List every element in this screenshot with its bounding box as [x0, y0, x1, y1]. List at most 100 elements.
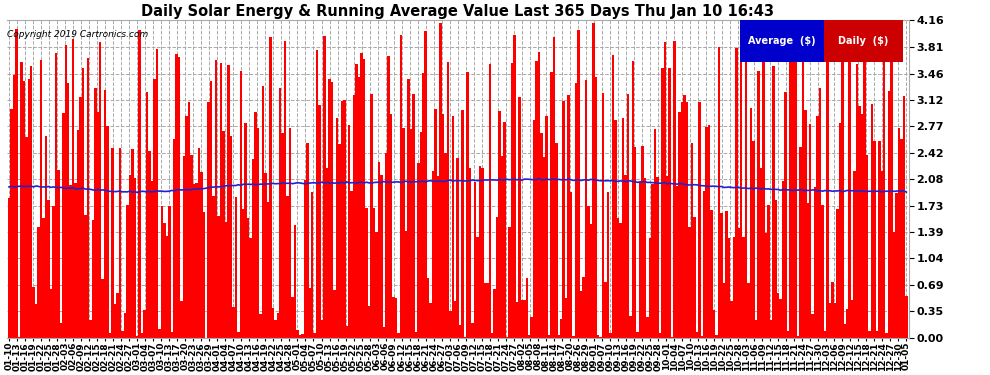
Bar	[587, 206, 590, 338]
Bar	[469, 168, 471, 338]
Bar	[72, 39, 74, 338]
Bar	[289, 128, 291, 338]
Bar	[565, 298, 567, 338]
Bar	[804, 110, 807, 338]
Bar	[600, 337, 602, 338]
Bar	[547, 335, 550, 338]
Bar	[474, 182, 476, 338]
Bar	[797, 336, 799, 338]
Bar	[148, 151, 150, 338]
Bar	[153, 79, 155, 338]
Bar	[614, 120, 617, 338]
Bar	[658, 333, 661, 338]
Bar	[888, 91, 890, 338]
Bar	[646, 317, 648, 338]
Bar	[585, 80, 587, 338]
Bar	[832, 282, 834, 338]
Bar	[624, 175, 627, 338]
Bar	[242, 209, 245, 338]
Bar	[754, 320, 757, 338]
Bar	[508, 226, 511, 338]
Bar	[673, 41, 676, 338]
Bar	[218, 216, 220, 338]
Bar	[430, 303, 432, 338]
Bar	[175, 54, 178, 338]
Bar	[501, 156, 503, 338]
Bar	[572, 336, 575, 338]
Bar	[254, 112, 256, 338]
Bar	[592, 22, 595, 338]
Bar	[178, 57, 180, 338]
Bar	[30, 66, 33, 338]
Bar	[291, 297, 294, 338]
Bar	[420, 132, 422, 338]
Bar	[362, 60, 365, 338]
Bar	[842, 56, 843, 338]
Bar	[203, 212, 205, 338]
Bar	[449, 311, 451, 338]
Bar	[824, 20, 903, 62]
Bar	[696, 332, 698, 338]
Bar	[405, 231, 407, 338]
Bar	[666, 176, 668, 338]
Bar	[410, 129, 412, 338]
Bar	[461, 110, 464, 338]
Bar	[767, 204, 769, 338]
Bar	[417, 163, 420, 338]
Text: Daily  ($): Daily ($)	[839, 36, 888, 46]
Bar	[493, 289, 496, 338]
Bar	[8, 198, 10, 338]
Bar	[865, 155, 868, 338]
Bar	[683, 95, 686, 338]
Bar	[139, 30, 141, 338]
Bar	[126, 204, 129, 338]
Bar	[619, 223, 622, 338]
Bar	[488, 64, 491, 338]
Bar	[653, 129, 656, 338]
Bar	[355, 64, 357, 338]
Bar	[235, 197, 237, 338]
Bar	[79, 96, 82, 338]
Bar	[146, 92, 148, 338]
Bar	[144, 310, 146, 338]
Bar	[395, 298, 397, 338]
Bar	[69, 185, 72, 338]
Bar	[678, 112, 681, 338]
Bar	[846, 309, 848, 338]
Bar	[422, 73, 425, 338]
Bar	[33, 287, 35, 338]
Bar	[190, 155, 193, 338]
Bar	[397, 333, 400, 338]
Bar	[25, 136, 28, 338]
Bar	[602, 93, 605, 338]
Bar	[570, 192, 572, 338]
Bar	[89, 320, 92, 338]
Bar	[597, 335, 600, 338]
Bar	[271, 308, 274, 338]
Bar	[225, 222, 228, 338]
Bar	[807, 203, 809, 338]
Bar	[256, 128, 259, 338]
Bar	[134, 178, 136, 338]
Bar	[799, 147, 802, 338]
Bar	[747, 283, 749, 338]
Bar	[890, 46, 893, 338]
Bar	[762, 41, 764, 338]
Bar	[824, 330, 827, 338]
Bar	[114, 304, 116, 338]
Bar	[158, 329, 160, 338]
Bar	[609, 333, 612, 338]
Bar	[365, 209, 367, 338]
Bar	[903, 96, 905, 338]
Bar	[711, 210, 713, 338]
Bar	[168, 206, 170, 338]
Bar	[57, 170, 59, 338]
Bar	[165, 236, 168, 338]
Bar	[656, 177, 658, 338]
Bar	[726, 211, 728, 338]
Bar	[706, 127, 708, 338]
Bar	[878, 141, 880, 338]
Bar	[54, 53, 57, 338]
Bar	[370, 94, 372, 338]
Bar	[632, 61, 634, 338]
